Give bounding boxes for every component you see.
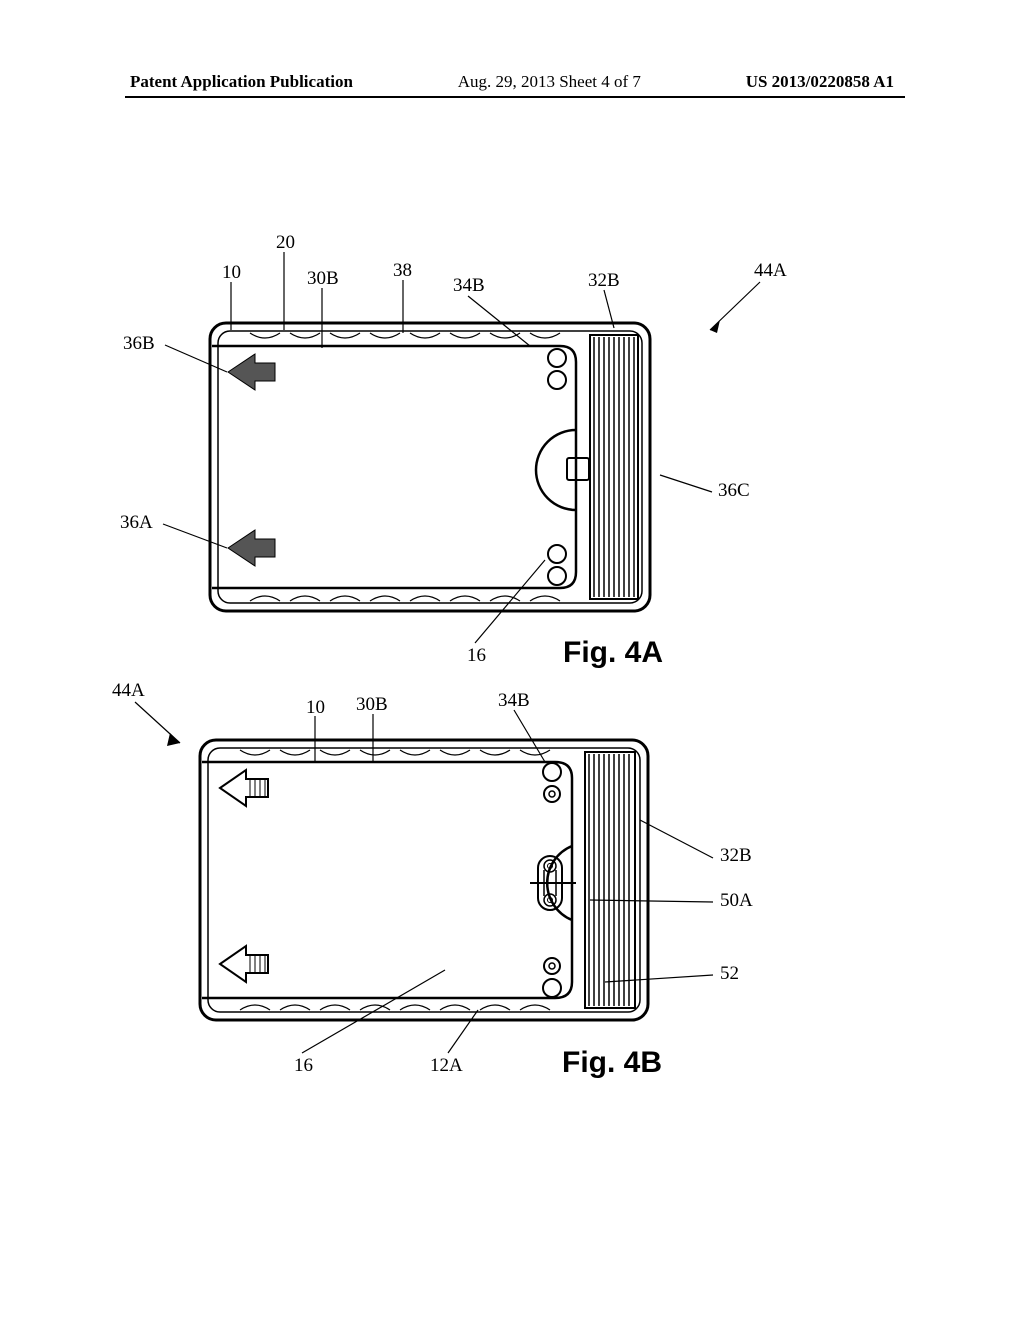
figure-4b-drawing (0, 670, 1024, 1120)
figure-4a-drawing (0, 0, 1024, 700)
